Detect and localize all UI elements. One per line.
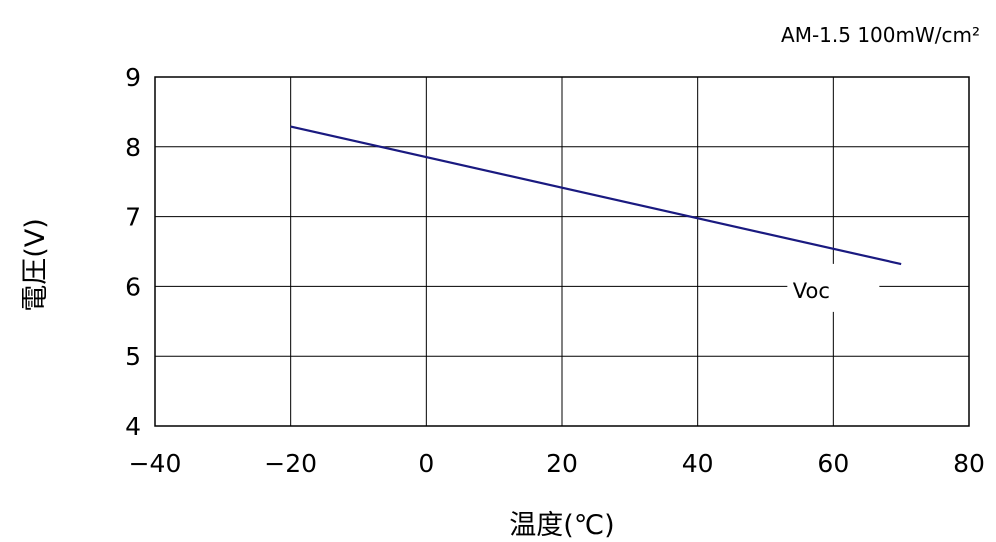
y-tick-label: 8: [125, 133, 141, 162]
condition-annotation: AM-1.5 100mW/cm²: [781, 23, 980, 47]
series-label-voc: Voc: [793, 279, 830, 303]
x-tick-label: 40: [682, 449, 714, 478]
y-tick-label: 9: [125, 63, 141, 92]
series-line-voc: [290, 125, 902, 266]
grid: [155, 77, 969, 426]
y-tick-labels: 4 5 6 7 8 9: [125, 63, 141, 441]
y-tick-label: 7: [125, 203, 141, 232]
x-tick-label: 20: [546, 449, 578, 478]
x-tick-label: −20: [264, 449, 317, 478]
x-tick-label: 80: [953, 449, 985, 478]
y-axis-title: 電圧(V): [20, 218, 51, 312]
x-tick-labels: −40 −20 0 20 40 60 80: [129, 449, 985, 478]
series-label-background: [787, 263, 880, 312]
x-tick-label: 60: [817, 449, 849, 478]
x-tick-label: 0: [418, 449, 434, 478]
plot-frame: [154, 76, 970, 427]
y-tick-label: 5: [125, 342, 141, 371]
y-tick-label: 6: [125, 272, 141, 301]
y-tick-label: 4: [125, 412, 141, 441]
x-axis-title: 温度(℃): [509, 510, 614, 541]
x-tick-label: −40: [129, 449, 182, 478]
series-layer: Voc: [290, 125, 902, 312]
